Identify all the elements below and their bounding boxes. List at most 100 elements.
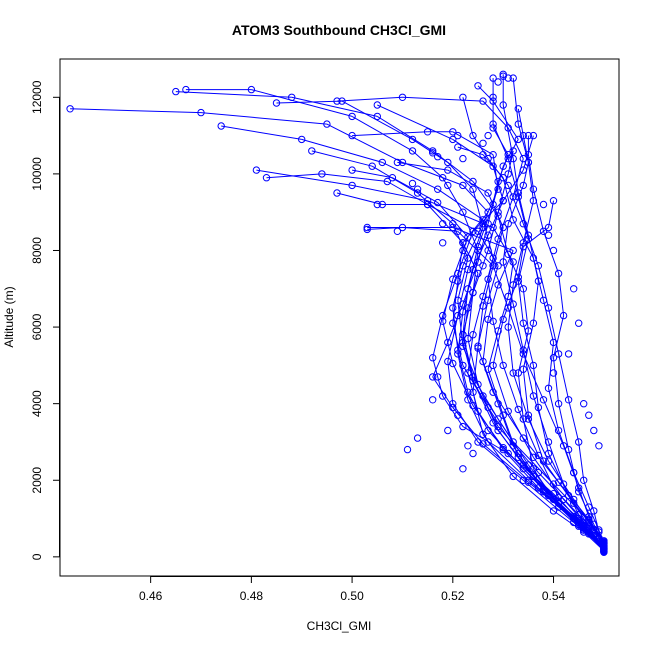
- data-point: [429, 354, 437, 362]
- series-28: [348, 128, 608, 553]
- series-segment: [336, 96, 403, 102]
- data-point: [479, 357, 487, 366]
- series-7: [217, 122, 608, 554]
- data-point: [348, 131, 356, 140]
- series-segment: [553, 510, 584, 533]
- data-point: [509, 193, 517, 201]
- series-segment: [437, 188, 484, 221]
- series-segment: [583, 480, 595, 512]
- data-point: [434, 153, 442, 161]
- y-tick-label: 8000: [30, 237, 44, 264]
- data-point: [373, 200, 381, 209]
- data-point: [464, 396, 472, 404]
- series-segment: [482, 265, 494, 307]
- data-point: [489, 317, 497, 325]
- data-point: [509, 438, 517, 446]
- data-point: [544, 438, 553, 446]
- data-point: [469, 288, 477, 297]
- series-segment: [462, 97, 474, 136]
- series-segment: [402, 227, 458, 232]
- series-segment: [558, 273, 565, 316]
- series-segment: [548, 441, 565, 485]
- data-point: [509, 246, 517, 255]
- data-point: [494, 262, 502, 270]
- data-point: [529, 197, 538, 205]
- series-segment: [497, 426, 539, 473]
- data-point: [509, 369, 517, 377]
- data-point: [474, 243, 482, 251]
- series-segment: [502, 277, 519, 320]
- series-segment: [487, 430, 524, 470]
- series-segment: [527, 418, 549, 462]
- data-point: [484, 426, 492, 435]
- series-segment: [553, 483, 590, 521]
- series-segment: [452, 131, 494, 156]
- series-segment: [497, 173, 509, 213]
- data-point: [539, 200, 548, 209]
- series-segment: [377, 104, 454, 140]
- series-segment: [442, 395, 464, 427]
- series-segment: [507, 327, 514, 374]
- series-segment: [492, 391, 524, 439]
- series-segment: [492, 100, 519, 140]
- data-point: [529, 185, 538, 193]
- series-segment: [527, 154, 534, 190]
- data-point: [509, 216, 517, 224]
- data-point: [489, 162, 497, 170]
- series-segment: [487, 181, 499, 224]
- data-point: [534, 451, 543, 460]
- x-axis-label: CH3Cl_GMI: [307, 619, 372, 633]
- data-point: [459, 422, 467, 431]
- series-segment: [221, 125, 302, 140]
- x-tick-label: 0.54: [542, 589, 566, 603]
- data-point: [575, 511, 583, 519]
- series-4: [172, 87, 608, 550]
- series-segment: [553, 357, 560, 404]
- series-segment: [522, 288, 529, 331]
- data-point: [539, 227, 548, 236]
- series-segment: [578, 441, 585, 481]
- data-point: [570, 512, 578, 521]
- data-point: [378, 158, 386, 167]
- series-segment: [452, 307, 459, 351]
- series-15: [524, 131, 608, 548]
- data-point: [459, 331, 467, 339]
- data-point: [459, 208, 467, 216]
- series-segment: [457, 300, 464, 347]
- data-point: [479, 430, 487, 438]
- series-segment: [397, 161, 448, 171]
- series-segment: [482, 443, 529, 483]
- data-point: [444, 166, 452, 174]
- series-segment: [487, 192, 504, 228]
- y-tick-label: 12000: [30, 80, 44, 114]
- series-segment: [492, 154, 499, 190]
- data-point: [499, 361, 507, 370]
- data-point: [549, 369, 558, 377]
- series-segment: [462, 426, 509, 454]
- series-segment: [462, 261, 479, 305]
- data-point: [348, 112, 356, 121]
- data-point: [469, 227, 477, 236]
- data-point: [459, 181, 467, 190]
- data-point: [514, 135, 522, 144]
- data-point: [459, 262, 467, 270]
- data-point: [559, 311, 568, 320]
- data-point: [499, 223, 507, 232]
- series-segment: [487, 158, 509, 186]
- series-segment: [175, 91, 292, 98]
- data-point: [479, 97, 487, 105]
- data-point: [444, 158, 452, 167]
- data-point: [393, 158, 402, 167]
- series-segment: [276, 100, 343, 104]
- series-segment: [522, 437, 559, 483]
- data-point: [524, 131, 533, 140]
- data-point: [444, 181, 452, 190]
- series-segment: [532, 281, 539, 324]
- data-point: [489, 124, 497, 132]
- data-point: [182, 85, 190, 94]
- x-tick-label: 0.50: [340, 589, 364, 603]
- series-segment: [537, 265, 549, 309]
- series-segment: [487, 284, 499, 320]
- data-point: [519, 434, 527, 442]
- series-segment: [522, 162, 529, 186]
